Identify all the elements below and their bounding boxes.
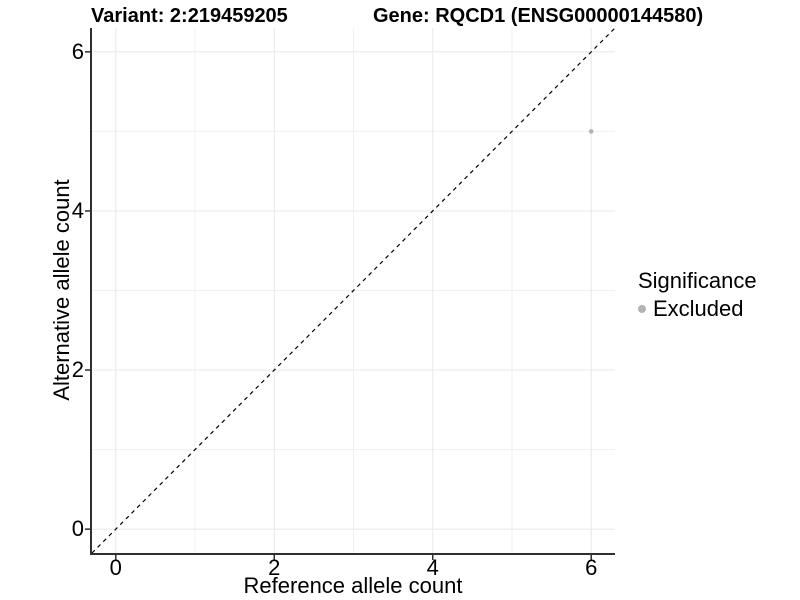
data-point — [588, 129, 594, 134]
legend: Significance Excluded — [638, 268, 757, 322]
y-tick-label-4: 4 — [71, 197, 84, 223]
excluded-point-icon — [638, 305, 646, 313]
legend-item-excluded: Excluded — [638, 296, 757, 322]
y-axis-title: Alternative allele count — [49, 179, 74, 401]
identity-reference-line — [91, 27, 616, 554]
x-tick-label-2: 2 — [268, 555, 281, 580]
y-tick-label-0: 0 — [71, 516, 84, 542]
y-tick-label-2: 2 — [71, 357, 84, 383]
x-tick-label-4: 4 — [426, 555, 439, 580]
x-tick-label-6: 6 — [585, 555, 598, 580]
y-tick-label-6: 6 — [71, 38, 84, 64]
gene-title: Gene: RQCD1 (ENSG00000144580) — [373, 5, 704, 27]
variant-title: Variant: 2:219459205 — [91, 5, 288, 27]
legend-item-label: Excluded — [653, 296, 744, 321]
x-tick-label-0: 0 — [109, 555, 122, 580]
x-axis-title: Reference allele count — [243, 573, 463, 598]
legend-title: Significance — [638, 268, 757, 293]
